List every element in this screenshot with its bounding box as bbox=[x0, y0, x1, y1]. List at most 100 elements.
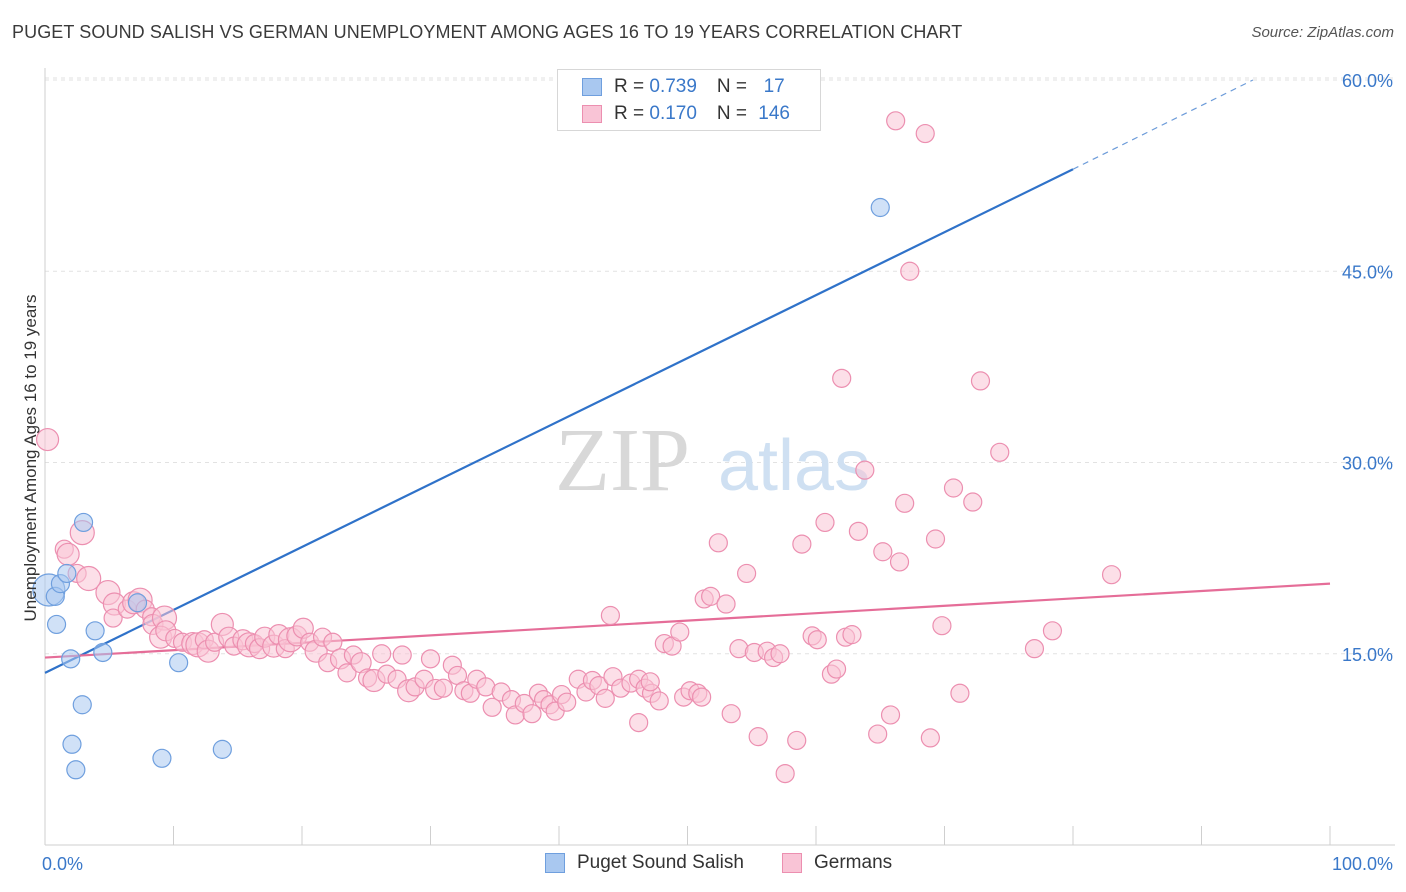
germans-point bbox=[792, 534, 812, 554]
tick-labels: 15.0% 30.0% 45.0% 60.0% 0.0% 100.0% bbox=[42, 71, 1393, 874]
legend-r-label: R = bbox=[614, 76, 650, 97]
legend-label-salish: Puget Sound Salish bbox=[577, 852, 744, 873]
germans-point bbox=[701, 586, 721, 606]
germans-point bbox=[76, 565, 102, 592]
germans-point bbox=[886, 111, 906, 131]
germans-point bbox=[915, 123, 935, 144]
germans-point bbox=[855, 460, 875, 480]
germans-point bbox=[640, 672, 660, 692]
watermark-zip: ZIP bbox=[555, 411, 690, 510]
x-tick-label: 0.0% bbox=[42, 854, 83, 874]
germans-point bbox=[522, 704, 542, 724]
germans-point bbox=[103, 608, 123, 628]
salish-point bbox=[61, 649, 81, 669]
legend-swatch-salish bbox=[545, 853, 565, 873]
germans-point bbox=[990, 442, 1010, 462]
germans-point bbox=[943, 478, 964, 498]
germans-point bbox=[557, 692, 577, 712]
y-tick-label: 30.0% bbox=[1342, 454, 1393, 474]
germans-point bbox=[392, 645, 412, 665]
y-tick-label: 45.0% bbox=[1342, 262, 1393, 282]
germans-point bbox=[770, 644, 790, 664]
legend-row-germans: R = 0.170 N = 146 bbox=[582, 101, 790, 127]
salish-point bbox=[152, 748, 172, 768]
legend-item-germans: Germans bbox=[782, 852, 892, 874]
germans-point bbox=[775, 763, 795, 784]
germans-point bbox=[873, 542, 893, 562]
source-label: Source: ZipAtlas.com bbox=[1251, 24, 1394, 41]
grid-lines bbox=[45, 77, 1395, 655]
salish-point bbox=[73, 512, 94, 533]
germans-point bbox=[433, 678, 453, 698]
salish-point bbox=[62, 734, 82, 754]
germans-point bbox=[649, 691, 669, 711]
legend-n-value: 17 bbox=[758, 76, 785, 97]
watermark-atlas: atlas bbox=[718, 426, 870, 506]
watermark: ZIP atlas bbox=[555, 411, 870, 510]
salish-point bbox=[870, 197, 890, 218]
salish-point bbox=[169, 653, 189, 673]
germans-point bbox=[716, 594, 736, 614]
germans-point bbox=[1024, 639, 1045, 659]
germans-point bbox=[337, 663, 357, 683]
germans-point bbox=[889, 552, 910, 572]
legend-r-value: 0.170 bbox=[649, 103, 697, 124]
legend-n-label: N = bbox=[716, 103, 753, 124]
legend-r-label: R = bbox=[614, 103, 650, 124]
axes bbox=[44, 68, 1395, 846]
y-tick-label: 15.0% bbox=[1342, 645, 1393, 665]
germans-point bbox=[1042, 621, 1063, 641]
germans-point bbox=[920, 728, 940, 748]
germans-point bbox=[880, 705, 901, 725]
salish-point bbox=[46, 614, 67, 635]
germans-point bbox=[963, 492, 983, 512]
salish-point bbox=[93, 642, 113, 663]
y-axis-label: Unemployment Among Ages 16 to 19 years bbox=[21, 295, 40, 622]
germans-point bbox=[748, 727, 768, 747]
legend-item-salish: Puget Sound Salish bbox=[545, 852, 744, 874]
legend-n-label: N = bbox=[716, 76, 753, 97]
legend-n-value: 146 bbox=[758, 103, 790, 124]
germans-point bbox=[815, 512, 835, 533]
germans-point bbox=[842, 625, 862, 645]
germans-point bbox=[629, 712, 649, 733]
germans-point bbox=[595, 688, 615, 708]
salish-point bbox=[57, 563, 77, 584]
germans-point bbox=[721, 704, 741, 724]
legend-swatch-germans bbox=[782, 853, 802, 873]
germans-point bbox=[925, 529, 946, 549]
legend-swatch-germans bbox=[582, 105, 602, 123]
germans-point bbox=[807, 630, 827, 650]
germans-point bbox=[35, 427, 60, 452]
germans-point bbox=[372, 644, 392, 664]
legend-row-salish: R = 0.739 N = 17 bbox=[582, 74, 785, 100]
germans-point bbox=[56, 542, 80, 566]
germans-point bbox=[323, 632, 343, 652]
germans-point bbox=[900, 261, 920, 281]
germans-point bbox=[868, 724, 888, 744]
germans-point bbox=[787, 730, 807, 751]
germans-point bbox=[737, 563, 757, 584]
trend-lines bbox=[44, 79, 1331, 674]
germans-point bbox=[826, 659, 847, 679]
germans-point bbox=[708, 533, 728, 553]
germans-point bbox=[1101, 565, 1122, 585]
germans-point bbox=[970, 371, 991, 391]
salish-point bbox=[66, 760, 86, 780]
data-points bbox=[32, 111, 1122, 784]
germans-point bbox=[692, 687, 712, 707]
salish-point bbox=[85, 621, 105, 641]
germans-point bbox=[895, 493, 915, 513]
legend-label-germans: Germans bbox=[814, 852, 893, 873]
salish-point bbox=[212, 739, 232, 759]
germans-point bbox=[832, 368, 852, 388]
legend-r-value: 0.739 bbox=[649, 76, 697, 97]
trend-line-salish bbox=[44, 168, 1074, 674]
germans-point bbox=[848, 521, 869, 541]
chart-title: PUGET SOUND SALISH VS GERMAN UNEMPLOYMEN… bbox=[12, 22, 963, 42]
x-tick-label: 100.0% bbox=[1332, 854, 1393, 874]
trend-line-salish-extension bbox=[1072, 79, 1254, 170]
salish-point bbox=[127, 593, 148, 613]
stats-legend: R = 0.739 N = 17 R = 0.170 N = 146 bbox=[557, 69, 821, 131]
